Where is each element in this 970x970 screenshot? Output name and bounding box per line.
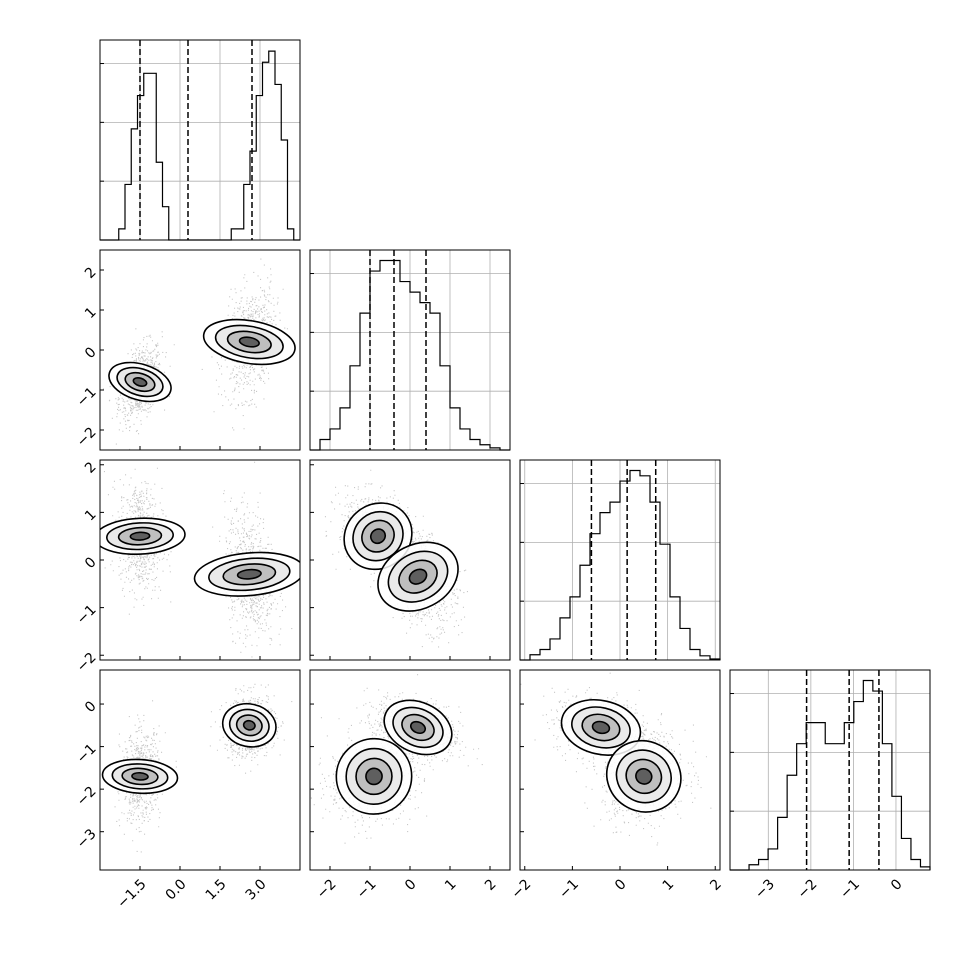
hist-2-frame	[519, 459, 721, 661]
ytick-label-row-1-1: −1	[74, 384, 100, 410]
xtick-label-col-0-0: −1.5	[114, 876, 149, 911]
xtick-label-col-3-0: −3	[752, 876, 778, 902]
hist-3-steps	[730, 679, 931, 871]
contour-3-2-mode-1-level-3	[635, 767, 653, 785]
hist-3-frame	[729, 669, 931, 871]
histogram-panel-3	[730, 670, 931, 871]
scatter-panel-2-0	[100, 461, 300, 660]
xtick-label-col-3-1: −2	[795, 876, 821, 902]
scatter-panel-1-0	[100, 258, 296, 450]
scatter-1-0-points	[102, 258, 288, 450]
contour-2-1-mode-1-level-3	[408, 568, 428, 585]
scatter-panel-2-1	[310, 464, 491, 660]
ytick-label-row-3-3: 0	[82, 698, 100, 716]
histogram-panel-1	[310, 250, 510, 451]
ytick-label-row-1-2: 0	[82, 344, 100, 362]
hist-1-frame	[309, 249, 511, 451]
xtick-label-col-1-4: 2	[482, 876, 500, 894]
ytick-label-row-1-0: −2	[74, 424, 100, 450]
contour-3-1-mode-0-level-3	[365, 767, 383, 786]
contour-2-1-mode-0-level-3	[369, 528, 387, 545]
ytick-label-row-3-2: −1	[74, 741, 100, 767]
contour-2-0-mode-1-level-3	[236, 568, 262, 580]
scatter-1-0-frame	[99, 249, 301, 451]
xtick-label-col-1-0: −2	[314, 876, 340, 902]
xtick-label-col-2-2: 0	[612, 876, 630, 894]
contour-3-0-mode-0-level-3	[131, 771, 149, 781]
hist-0-steps	[100, 50, 300, 241]
hist-2-steps	[520, 469, 721, 661]
hist-0-frame	[99, 39, 301, 241]
scatter-2-0-frame	[99, 459, 301, 661]
xtick-label-col-2-1: −1	[556, 876, 582, 902]
xtick-label-col-0-2: 1.5	[203, 876, 230, 903]
contour-3-0-mode-1-level-3	[242, 719, 256, 731]
contour-2-0-mode-0-level-3	[129, 531, 151, 541]
ytick-label-row-3-0: −3	[74, 826, 100, 852]
xtick-label-col-2-0: −2	[509, 876, 535, 902]
ytick-label-row-2-0: −2	[74, 650, 100, 676]
xtick-label-col-0-1: 0.0	[163, 876, 190, 903]
xtick-label-col-1-3: 1	[442, 876, 460, 894]
ytick-label-row-2-1: −1	[74, 602, 100, 628]
scatter-panel-3-1	[310, 674, 491, 870]
hist-1-steps	[310, 259, 510, 451]
ytick-label-row-2-4: 2	[82, 459, 100, 477]
histogram-panel-0	[100, 40, 300, 241]
contour-3-2-mode-0-level-3	[591, 720, 611, 735]
scatter-2-1-frame	[309, 459, 511, 661]
contour-1-0-mode-1-level-3	[238, 336, 260, 348]
contour-3-1-mode-1-level-3	[409, 720, 427, 735]
xtick-label-col-2-4: 2	[707, 876, 725, 894]
histogram-panel-2	[520, 460, 721, 661]
contour-1-0-mode-0-level-3	[132, 377, 148, 387]
xtick-label-col-2-3: 1	[660, 876, 678, 894]
ytick-label-row-3-1: −2	[74, 783, 100, 809]
ytick-label-row-1-3: 1	[82, 304, 100, 322]
xtick-label-col-1-2: 0	[402, 876, 420, 894]
xtick-label-col-3-3: 0	[888, 876, 906, 894]
scatter-3-0-frame	[99, 669, 301, 871]
scatter-3-2-frame	[519, 669, 721, 871]
scatter-3-1-frame	[309, 669, 511, 871]
ytick-label-row-2-2: 0	[82, 554, 100, 572]
ytick-label-row-2-3: 1	[82, 507, 100, 525]
scatter-2-0-points	[103, 461, 293, 658]
scatter-panel-3-2	[520, 672, 716, 870]
scatter-panel-3-0	[100, 683, 293, 870]
xtick-label-col-0-3: 3.0	[243, 876, 270, 903]
xtick-label-col-1-1: −1	[354, 876, 380, 902]
xtick-label-col-3-2: −1	[837, 876, 863, 902]
ytick-label-row-1-4: 2	[82, 264, 100, 282]
